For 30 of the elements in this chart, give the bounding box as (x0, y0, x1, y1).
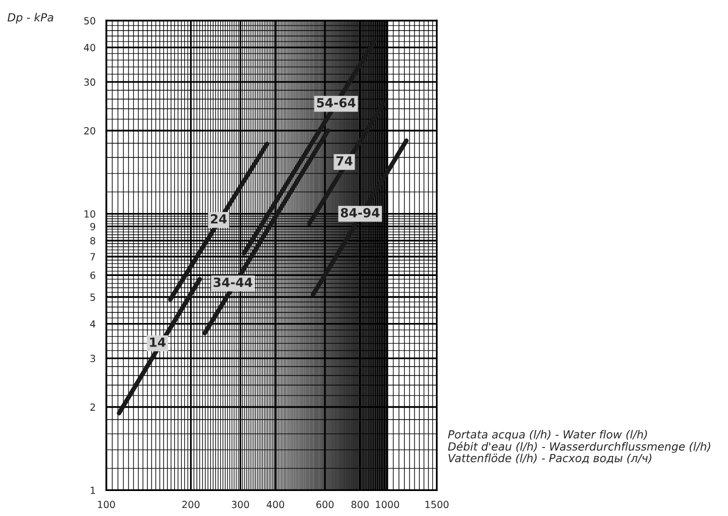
y-tick-label: 2 (90, 403, 95, 411)
y-tick-label: 30 (84, 78, 96, 86)
y-tick-label: 50 (84, 17, 96, 24)
y-tick-label: 4 (90, 320, 96, 328)
x-tick-label: 800 (351, 500, 369, 508)
y-tick-label: 1 (90, 486, 95, 494)
annotation: 24 (210, 214, 227, 224)
x-axis-title: Portata acqua (l/h) - Water flow (l/h) Débit d'eau (l/h) - Wasserdurchflussmenge (l/h) Vattenflöde (l/h) - Расход воды (л/ч) (448, 430, 710, 464)
y-tick-label: 5 (90, 294, 96, 301)
y-tick-label: 9 (90, 222, 96, 230)
annotation: 84-94 (340, 208, 380, 218)
x-tick-label: 600 (316, 500, 334, 508)
y-axis-title: Dp - kPa (8, 12, 54, 24)
annotation: 34-44 (214, 278, 252, 288)
x-tick-label: 400 (266, 500, 284, 508)
x-tick-label: 1000 (376, 500, 400, 508)
x-tick-label: 200 (182, 500, 200, 508)
y-tick-label: 10 (84, 210, 96, 218)
y-tick-label: 3 (90, 354, 96, 362)
y-tick-label: 40 (84, 44, 96, 52)
y-tick-label: 20 (84, 127, 96, 134)
x-tick-label: 1500 (425, 500, 449, 508)
x-tick-label: 100 (98, 500, 115, 508)
annotation: 14 (150, 338, 166, 347)
y-tick-label: 8 (90, 237, 96, 244)
annotation: 74 (336, 156, 352, 166)
x-tick-label: 300 (232, 500, 250, 508)
annotation: 54-64 (317, 98, 356, 108)
y-tick-label: 6 (90, 272, 96, 279)
y-tick-label: 7 (90, 253, 96, 260)
